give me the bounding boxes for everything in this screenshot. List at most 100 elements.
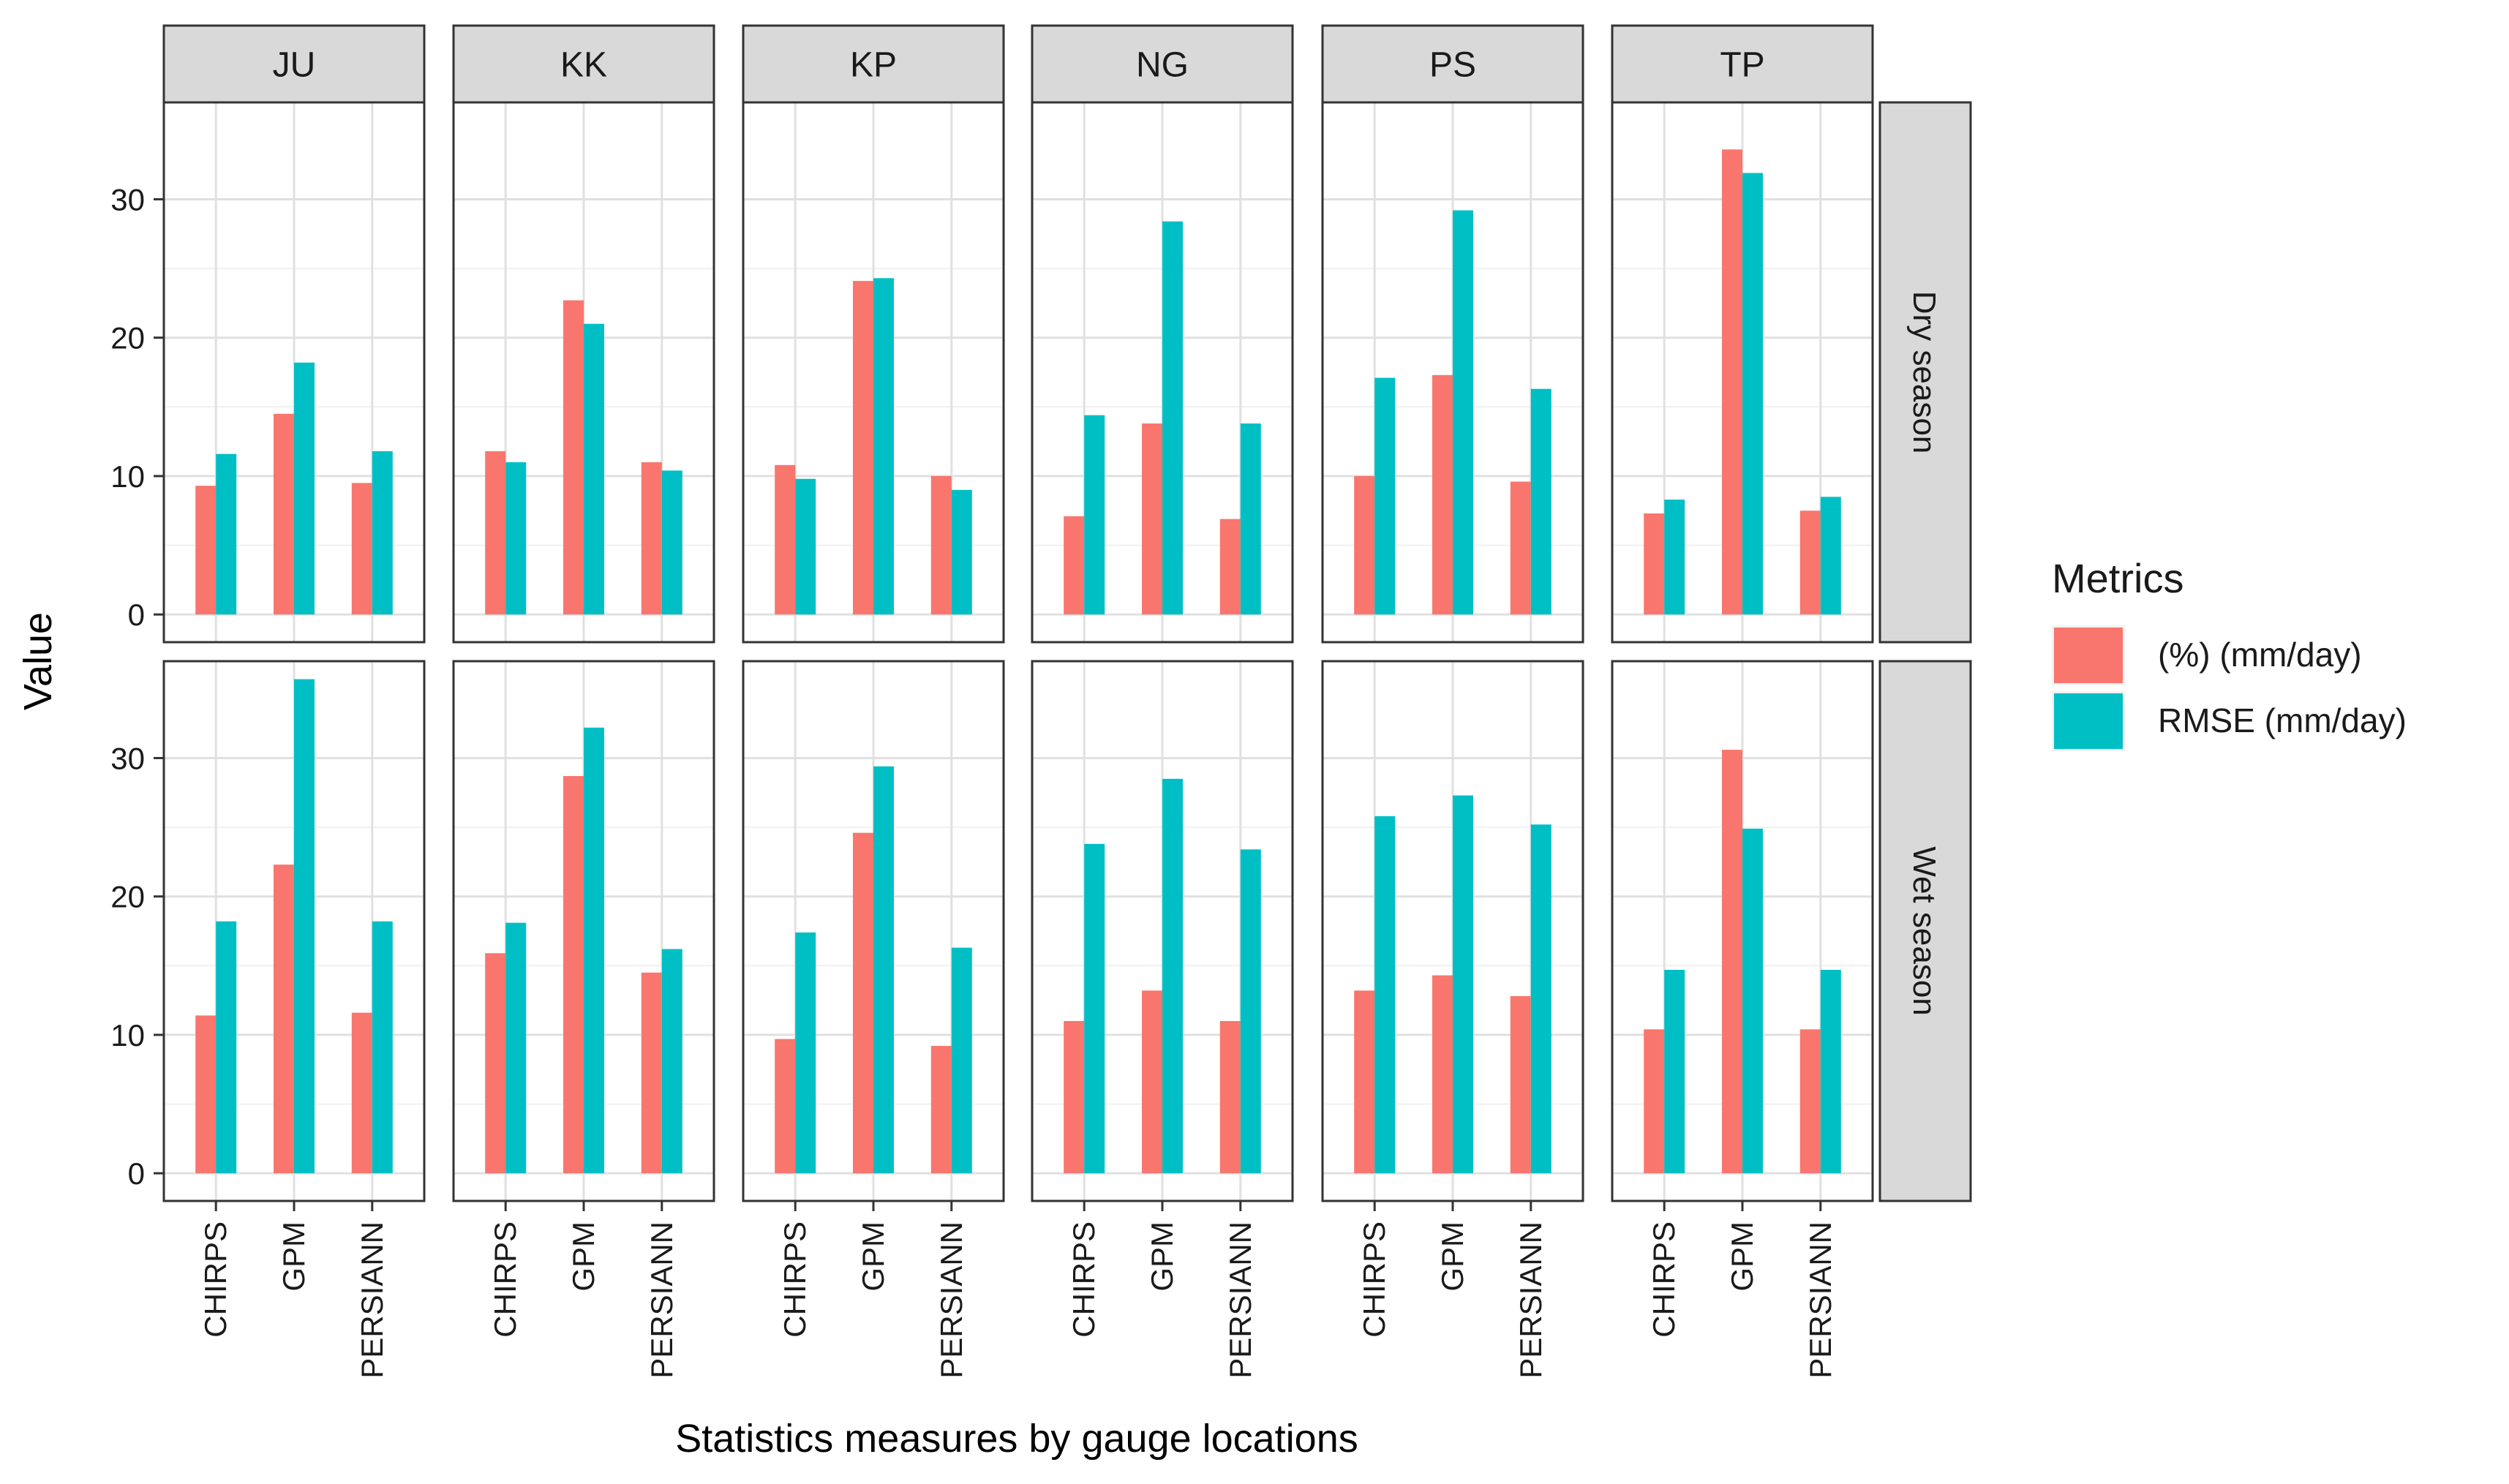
bar-pct-gpm xyxy=(1142,990,1162,1174)
x-tick-label: CHIRPS xyxy=(1647,1221,1681,1338)
legend-item: (%) (mm/day) xyxy=(2052,625,2362,685)
panel-kp-wet xyxy=(742,660,1005,1202)
bar-pct-gpm xyxy=(1432,975,1453,1174)
x-axis-ju: CHIRPS GPM PERSIANN xyxy=(198,1201,389,1379)
bar-rmse-gpm xyxy=(1742,828,1763,1174)
strip-row-dry: Dry season xyxy=(1878,101,1972,644)
bar-rmse-chirps xyxy=(1084,843,1105,1174)
bar-pct-persiann xyxy=(1510,481,1531,615)
bar-pct-chirps xyxy=(195,1015,217,1174)
x-tick-label: CHIRPS xyxy=(488,1221,522,1338)
bar-rmse-persiann xyxy=(661,949,682,1174)
bar-rmse-gpm xyxy=(1742,173,1763,615)
bar-rmse-chirps xyxy=(1664,500,1685,615)
x-axis-title: Statistics measures by gauge locations xyxy=(675,1417,1358,1461)
bar-rmse-gpm xyxy=(1453,210,1473,615)
bar-rmse-persiann xyxy=(372,451,393,615)
x-tick-label: GPM xyxy=(856,1221,890,1292)
bar-rmse-persiann xyxy=(951,947,972,1174)
bar-pct-chirps xyxy=(1644,513,1665,615)
bar-pct-persiann xyxy=(1219,519,1241,615)
panel-tp-wet xyxy=(1611,660,1874,1202)
y-tick-label: 30 xyxy=(110,182,145,216)
panel-border xyxy=(1321,101,1584,644)
strip-label: KK xyxy=(560,46,607,85)
bar-pct-gpm xyxy=(563,300,584,615)
bar-pct-gpm xyxy=(1432,374,1453,615)
bar-rmse-persiann xyxy=(1240,849,1261,1174)
panel-border xyxy=(742,101,1005,644)
bar-rmse-persiann xyxy=(661,470,682,615)
panel-tp-dry xyxy=(1611,101,1874,644)
bar-rmse-chirps xyxy=(1374,816,1396,1174)
y-tick-label: 0 xyxy=(128,598,145,632)
legend: Metrics (%) (mm/day) RMSE (mm/day) xyxy=(2052,555,2407,751)
bar-rmse-gpm xyxy=(294,362,315,615)
legend-label: (%) (mm/day) xyxy=(2158,636,2362,674)
bar-rmse-chirps xyxy=(216,453,237,615)
strip-background xyxy=(742,24,1005,104)
x-tick-label: PERSIANN xyxy=(1513,1221,1548,1379)
panel-border xyxy=(162,101,426,644)
bar-pct-gpm xyxy=(1142,423,1162,615)
legend-item: RMSE (mm/day) xyxy=(2052,691,2407,751)
bar-rmse-chirps xyxy=(1374,377,1396,615)
bar-rmse-chirps xyxy=(795,478,816,615)
panel-kk-wet xyxy=(452,660,715,1202)
strip-background xyxy=(1611,24,1874,104)
bar-pct-gpm xyxy=(853,281,873,615)
bar-rmse-chirps xyxy=(795,932,816,1174)
bar-pct-persiann xyxy=(351,483,372,615)
bar-rmse-gpm xyxy=(1162,778,1183,1174)
x-tick-label: GPM xyxy=(1145,1221,1179,1292)
strip-label: TP xyxy=(1720,46,1764,85)
bar-pct-persiann xyxy=(641,462,662,615)
bar-rmse-gpm xyxy=(873,766,894,1174)
x-axis-kp: CHIRPS GPM PERSIANN xyxy=(778,1201,968,1379)
strip-label: Dry season xyxy=(1906,291,1942,454)
x-tick-label: GPM xyxy=(1435,1221,1470,1292)
x-tick-label: PERSIANN xyxy=(644,1221,679,1379)
bar-pct-persiann xyxy=(1510,995,1531,1174)
legend-key-swatch xyxy=(2054,693,2123,749)
panel-border xyxy=(452,101,715,644)
x-tick-label: GPM xyxy=(1725,1221,1759,1292)
strip-column-ps: PS xyxy=(1321,24,1584,104)
strip-column-ju: JU xyxy=(162,24,426,104)
bar-rmse-persiann xyxy=(1820,969,1841,1174)
bar-pct-gpm xyxy=(274,865,294,1174)
panel-kp-dry xyxy=(742,101,1005,644)
y-tick-label: 30 xyxy=(110,741,145,775)
bar-pct-gpm xyxy=(853,832,873,1174)
bar-pct-gpm xyxy=(1722,149,1742,615)
bar-rmse-gpm xyxy=(294,679,315,1174)
bar-pct-persiann xyxy=(1219,1021,1241,1174)
bar-rmse-persiann xyxy=(1530,388,1551,615)
bar-pct-chirps xyxy=(775,1039,796,1174)
bar-rmse-gpm xyxy=(1162,221,1183,615)
bar-rmse-persiann xyxy=(372,921,393,1174)
bar-pct-chirps xyxy=(1354,475,1375,615)
bar-pct-gpm xyxy=(563,776,584,1174)
y-axis-title: Value xyxy=(16,612,60,710)
bar-rmse-gpm xyxy=(1453,795,1473,1174)
bar-pct-persiann xyxy=(1799,511,1821,615)
strip-background xyxy=(1878,101,1972,644)
x-tick-label: CHIRPS xyxy=(778,1221,812,1338)
x-axis-tp: CHIRPS GPM PERSIANN xyxy=(1647,1201,1837,1379)
strip-column-kk: KK xyxy=(452,24,715,104)
bar-rmse-gpm xyxy=(873,278,894,615)
panel-border xyxy=(1031,101,1294,644)
bar-pct-gpm xyxy=(274,413,294,615)
y-axis-dry: 0 10 20 30 xyxy=(110,182,164,632)
bar-rmse-chirps xyxy=(1664,969,1685,1174)
x-tick-label: PERSIANN xyxy=(934,1221,968,1379)
bar-pct-persiann xyxy=(641,972,662,1174)
strip-background xyxy=(1031,24,1294,104)
strip-label: JU xyxy=(273,46,316,85)
legend-key-swatch xyxy=(2054,628,2123,683)
strip-background xyxy=(1878,660,1972,1202)
bar-pct-persiann xyxy=(930,1046,952,1174)
